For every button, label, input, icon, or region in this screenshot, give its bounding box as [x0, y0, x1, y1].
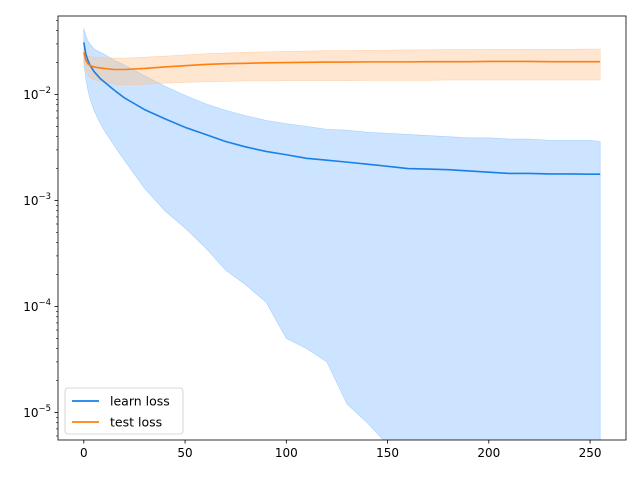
y-tick-label: 10−5 [23, 404, 51, 420]
test-loss-band [83, 48, 601, 86]
test-loss-line [83, 52, 601, 71]
x-tick-label: 0 [80, 446, 88, 460]
test-loss-legend-label: test loss [110, 415, 162, 430]
x-axis: 0 50 100 150 200 250 [80, 440, 602, 460]
y-axis: 10−5 10−4 10−3 10−2 [23, 20, 58, 437]
x-tick-label: 100 [275, 446, 298, 460]
series-layer [83, 28, 601, 440]
learn-loss-band [83, 28, 601, 440]
legend: learn loss test loss [64, 387, 184, 435]
x-tick-label: 50 [177, 446, 192, 460]
y-tick-label: 10−3 [23, 192, 51, 208]
x-tick-label: 200 [477, 446, 500, 460]
x-tick-label: 150 [376, 446, 399, 460]
y-tick-label: 10−2 [23, 86, 51, 102]
x-tick-label: 250 [579, 446, 602, 460]
learn-loss-legend-label: learn loss [110, 394, 170, 409]
learn-loss-line [83, 42, 601, 175]
y-tick-label: 10−4 [23, 298, 51, 314]
plot-frame [57, 15, 627, 441]
